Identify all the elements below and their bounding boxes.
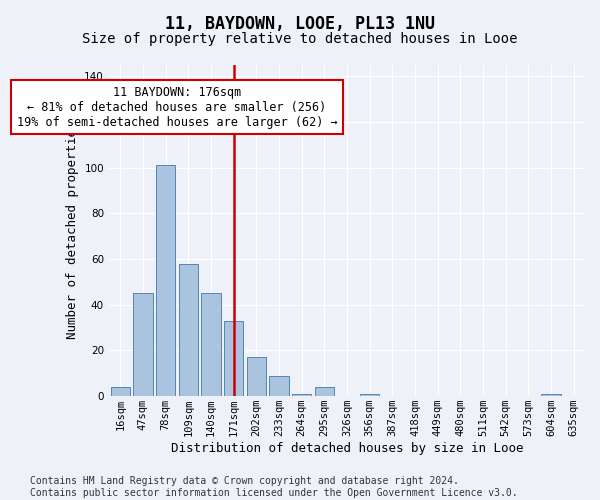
Y-axis label: Number of detached properties: Number of detached properties (66, 122, 79, 340)
X-axis label: Distribution of detached houses by size in Looe: Distribution of detached houses by size … (170, 442, 523, 455)
Bar (179, 264, 198, 396)
Bar (110, 387, 130, 396)
Bar (156, 166, 175, 396)
Text: 11, BAYDOWN, LOOE, PL13 1NU: 11, BAYDOWN, LOOE, PL13 1NU (165, 15, 435, 33)
Bar (201, 294, 221, 396)
Bar (292, 394, 311, 396)
Bar (269, 376, 289, 396)
Bar (224, 321, 243, 396)
Text: Size of property relative to detached houses in Looe: Size of property relative to detached ho… (82, 32, 518, 46)
Bar (314, 387, 334, 396)
Bar (247, 358, 266, 396)
Bar (360, 394, 379, 396)
Text: 11 BAYDOWN: 176sqm
← 81% of detached houses are smaller (256)
19% of semi-detach: 11 BAYDOWN: 176sqm ← 81% of detached hou… (17, 86, 337, 128)
Bar (133, 294, 152, 396)
Bar (541, 394, 560, 396)
Text: Contains HM Land Registry data © Crown copyright and database right 2024.
Contai: Contains HM Land Registry data © Crown c… (30, 476, 518, 498)
